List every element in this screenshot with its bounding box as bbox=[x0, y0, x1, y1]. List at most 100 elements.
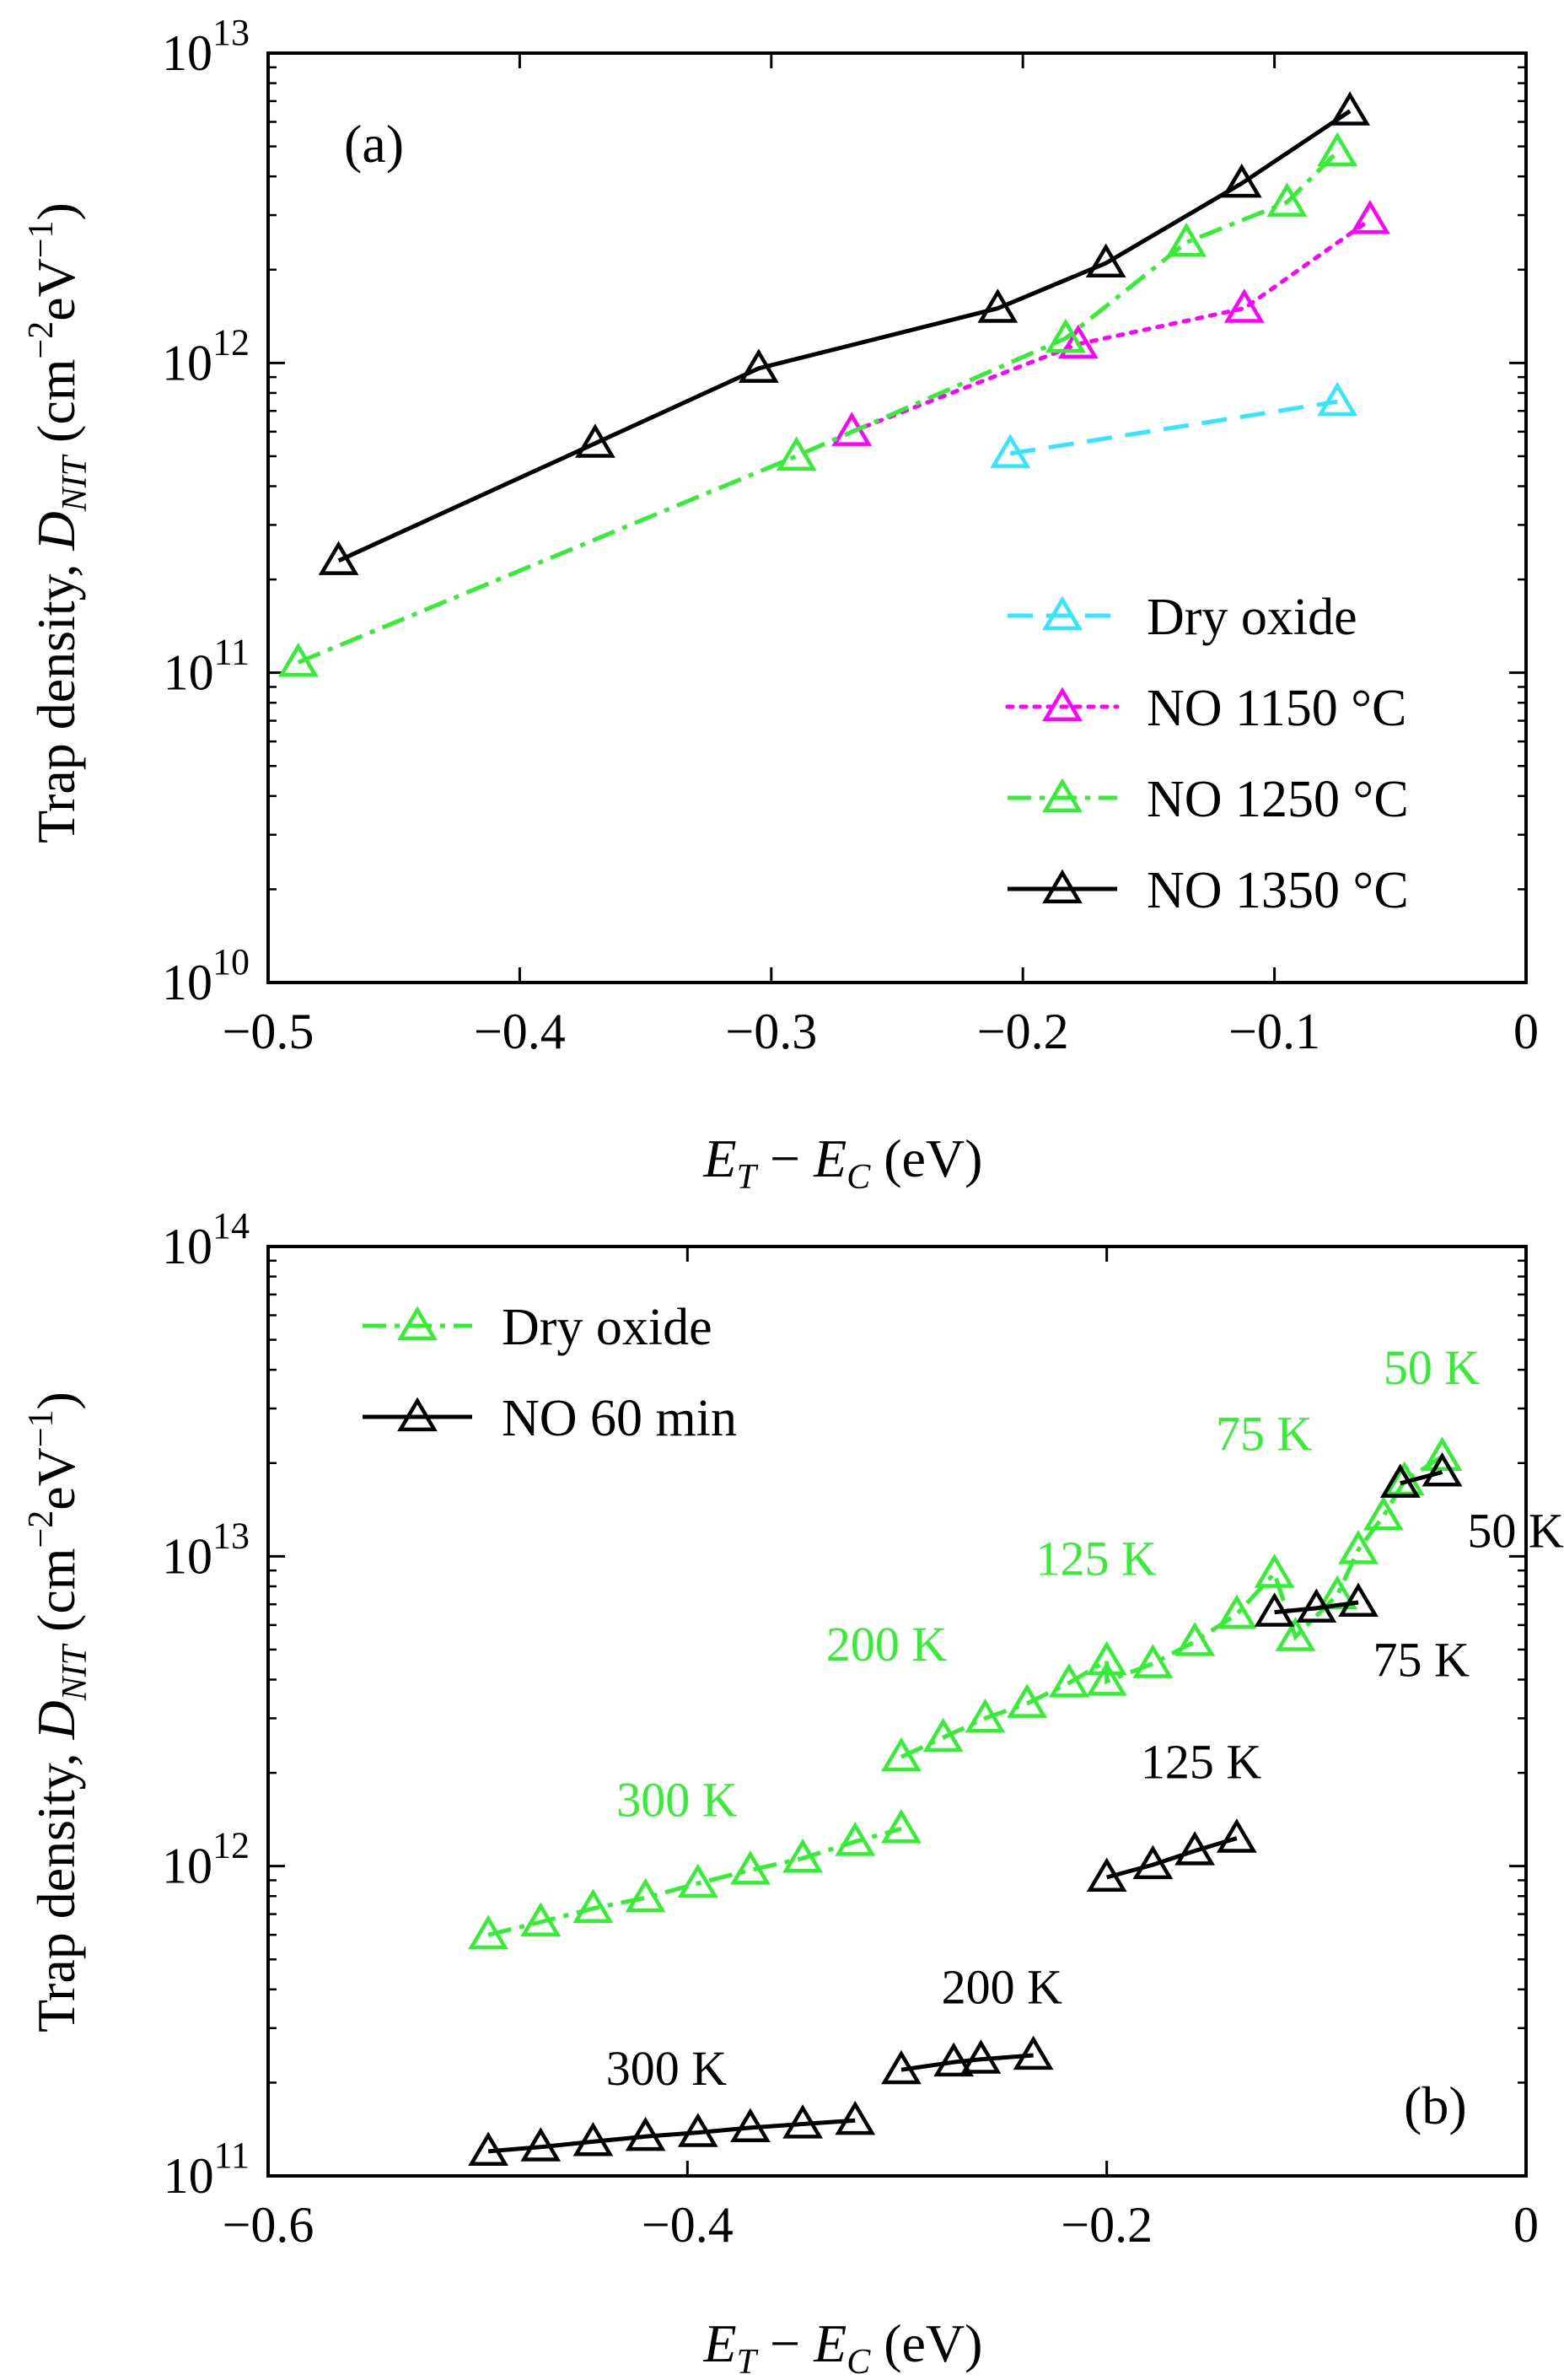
legend-item: Dry oxide bbox=[363, 1299, 712, 1356]
x-tick-label: −0.2 bbox=[1061, 2197, 1153, 2253]
series-no-60-min bbox=[468, 1452, 1463, 2166]
y-tick-label: 1014 bbox=[162, 1205, 250, 1274]
y-tick-label: 1011 bbox=[164, 632, 250, 701]
data-point-marker bbox=[960, 2039, 1002, 2074]
data-point-marker bbox=[738, 348, 779, 383]
data-point-marker bbox=[520, 1902, 562, 1937]
x-axis-title-a: ET − EC (eV) bbox=[703, 1128, 983, 1197]
series-a bbox=[277, 91, 1390, 677]
series-no-1150-c bbox=[831, 200, 1390, 446]
x-tick-label: −0.4 bbox=[642, 2197, 734, 2253]
x-axis-title-b: ET − EC (eV) bbox=[703, 2313, 983, 2380]
series-b bbox=[468, 1436, 1463, 2166]
data-point-marker bbox=[1317, 381, 1358, 417]
data-point-marker bbox=[468, 2131, 508, 2166]
panel-a: −0.5 −0.4 −0.3 −0.2 −0.1 0 1010 1011 1012 1013 (… bbox=[22, 12, 1539, 1197]
data-point-marker bbox=[1049, 1663, 1089, 1698]
data-point-marker bbox=[730, 1850, 771, 1885]
x-tick-label: −0.1 bbox=[1228, 1004, 1320, 1059]
series-line bbox=[1009, 399, 1338, 456]
data-point-marker bbox=[776, 436, 817, 471]
data-point-marker bbox=[277, 642, 319, 677]
temperature-label: 300 K bbox=[616, 1772, 738, 1827]
data-point-marker bbox=[990, 433, 1031, 468]
data-point-marker bbox=[1045, 318, 1086, 353]
legend-marker bbox=[397, 1397, 438, 1432]
plot-frame-b bbox=[266, 1245, 1528, 2178]
data-point-marker bbox=[881, 1737, 922, 1772]
data-point-marker bbox=[1275, 1617, 1316, 1651]
x-axis-ticks-b: −0.6 −0.4 −0.2 0 bbox=[223, 1247, 1539, 2253]
legend-label: NO 60 min bbox=[502, 1390, 737, 1447]
data-point-marker bbox=[1216, 1818, 1257, 1853]
data-point-marker bbox=[1338, 1582, 1379, 1618]
data-point-marker bbox=[1379, 1463, 1421, 1498]
legend-b: Dry oxide NO 60 min bbox=[363, 1299, 737, 1447]
data-point-marker bbox=[1132, 1644, 1174, 1678]
data-point-marker bbox=[730, 2108, 771, 2143]
x-tick-label: −0.3 bbox=[725, 1004, 817, 1059]
x-tick-label: −0.4 bbox=[474, 1004, 566, 1059]
data-point-marker bbox=[881, 1808, 922, 1844]
data-point-marker bbox=[318, 541, 359, 575]
panel-b: −0.6 −0.4 −0.2 0 1011 1012 1013 1014 300 K 200 … bbox=[22, 1205, 1564, 2380]
data-point-marker bbox=[1338, 1530, 1379, 1564]
x-tick-label: 0 bbox=[1513, 2197, 1539, 2253]
series-line bbox=[1106, 1836, 1238, 1880]
data-point-marker bbox=[1350, 200, 1390, 234]
data-point-marker bbox=[1166, 222, 1207, 257]
x-tick-label: 0 bbox=[1513, 1004, 1539, 1059]
temperature-label: 125 K bbox=[1141, 1735, 1262, 1790]
data-point-marker bbox=[1086, 1661, 1127, 1696]
data-point-marker bbox=[1422, 1436, 1463, 1472]
temperature-label: 75 K bbox=[1216, 1407, 1313, 1462]
x-tick-label: −0.5 bbox=[223, 1004, 314, 1059]
data-point-marker bbox=[1254, 1592, 1295, 1627]
legend-label: Dry oxide bbox=[1147, 589, 1357, 646]
series-line bbox=[900, 1454, 1443, 1759]
plot-frame-a bbox=[266, 51, 1528, 984]
data-point-marker bbox=[1085, 243, 1126, 278]
legend-item: NO 60 min bbox=[363, 1390, 737, 1447]
series-line bbox=[487, 1826, 902, 1937]
y-tick-label: 1013 bbox=[162, 1515, 250, 1584]
x-axis-ticks-a: −0.5 −0.4 −0.3 −0.2 −0.1 0 bbox=[223, 53, 1539, 1059]
data-point-marker bbox=[1086, 1857, 1127, 1893]
data-point-marker bbox=[625, 2116, 666, 2151]
panel-label-b: (b) bbox=[1404, 2076, 1467, 2135]
temperature-label: 75 K bbox=[1373, 1633, 1470, 1688]
legend-label: NO 1150 °C bbox=[1147, 680, 1406, 737]
data-point-marker bbox=[575, 423, 615, 458]
data-point-marker bbox=[1086, 1640, 1127, 1676]
temperature-annotations-b: 300 K 200 K 125 K 75 K 50 K 50 K 75 K 125 K 200 … bbox=[606, 1340, 1564, 2096]
temperature-label: 200 K bbox=[826, 1617, 948, 1672]
series-line bbox=[849, 218, 1373, 434]
data-point-marker bbox=[782, 2104, 823, 2139]
data-point-marker bbox=[468, 1914, 508, 1950]
y-axis-title-b: Trap density, DNIT (cm−2eV−1) bbox=[22, 1392, 94, 2033]
temperature-label: 50 K bbox=[1467, 1504, 1564, 1559]
data-point-marker bbox=[933, 2042, 975, 2077]
y-axis-ticks-b: 1011 1012 1013 1014 bbox=[162, 1205, 1526, 2204]
series-dry-oxide bbox=[990, 381, 1358, 468]
series-line bbox=[900, 2053, 1034, 2072]
legend-marker bbox=[1042, 778, 1083, 813]
data-point-marker bbox=[835, 1822, 876, 1856]
temperature-label: 200 K bbox=[942, 1960, 1063, 2015]
y-tick-label: 1012 bbox=[162, 321, 250, 390]
y-axis-title-a: Trap density, DNIT (cm−2eV−1) bbox=[22, 202, 94, 843]
data-point-marker bbox=[1057, 324, 1099, 359]
x-tick-label: −0.6 bbox=[223, 2197, 314, 2253]
data-point-marker bbox=[1363, 1496, 1404, 1531]
y-tick-label: 1012 bbox=[162, 1825, 250, 1894]
data-point-marker bbox=[625, 1877, 666, 1913]
data-point-marker bbox=[782, 1838, 823, 1873]
data-point-marker bbox=[1266, 182, 1308, 217]
y-tick-label: 1013 bbox=[162, 12, 250, 81]
data-point-marker bbox=[881, 2049, 922, 2085]
series-dry-oxide bbox=[468, 1436, 1463, 1950]
data-point-marker bbox=[977, 288, 1018, 323]
series-line bbox=[297, 150, 1339, 665]
legend-marker bbox=[1042, 687, 1083, 722]
